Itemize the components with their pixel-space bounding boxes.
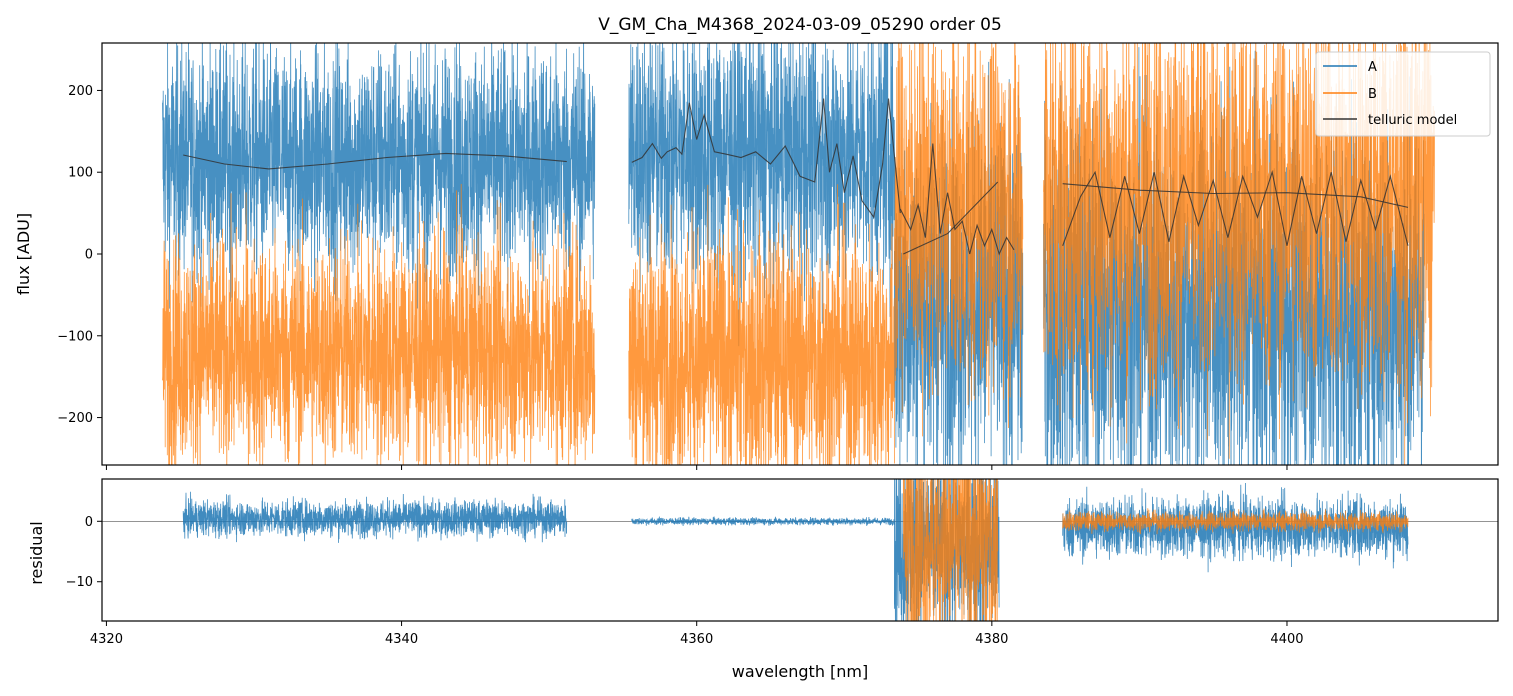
bottom-x-tick-label: 4340 [385, 632, 418, 647]
bottom-y-tick-label: −10 [66, 575, 93, 590]
legend-box [1315, 51, 1491, 137]
top-y-tick-label: 100 [68, 166, 93, 181]
series-a-segment [628, 43, 895, 347]
bottom-x-tick-label: 4320 [90, 632, 123, 647]
top-y-tick-label: 0 [85, 248, 93, 263]
top-y-tick-label: 200 [68, 84, 93, 99]
top-x-ticks [105, 465, 1288, 470]
residual-b-segment [1062, 508, 1409, 535]
residual-a-segment [182, 491, 568, 543]
residual-a-segment [631, 516, 895, 527]
legend: A B telluric model [1315, 51, 1491, 137]
legend-label-b: B [1368, 87, 1377, 102]
bottom-x-tick-label: 4380 [975, 632, 1008, 647]
bottom-axes-frame [101, 478, 1499, 622]
residual-a-segment [1062, 482, 1409, 573]
bottom-x-tick-label: 4360 [680, 632, 713, 647]
telluric-model-line [183, 152, 567, 170]
legend-label-a: A [1368, 60, 1377, 75]
series-b-segment [1043, 43, 1435, 465]
telluric-model-line [903, 181, 999, 255]
telluric-model-line [1062, 170, 1409, 246]
telluric-model-line [631, 98, 901, 219]
top-y-tick-label: −200 [57, 411, 93, 426]
x-axis-label: wavelength [nm] [732, 662, 869, 681]
bottom-y-ticks: −10 0 [66, 515, 102, 590]
top-y-axis-label: flux [ADU] [14, 213, 33, 295]
bottom-plot-area [102, 479, 1498, 621]
telluric-model-line [899, 143, 1015, 256]
bottom-y-axis-label: residual [27, 521, 46, 584]
series-a-segment [162, 43, 596, 313]
top-plot-area [162, 43, 1435, 465]
top-panel: −200 −100 0 100 200 flux [ADU] A B telluric … [14, 42, 1499, 470]
series-b-segment [162, 183, 596, 465]
top-y-ticks: −200 −100 0 100 200 [57, 84, 102, 426]
telluric-model-line [1062, 183, 1409, 208]
residual-b-segment [902, 479, 999, 621]
legend-label-telluric: telluric model [1368, 113, 1457, 128]
bottom-x-ticks: 4320 4340 4360 4380 4400 [90, 621, 1304, 647]
bottom-x-tick-label: 4400 [1270, 632, 1303, 647]
bottom-panel: −10 0 4320 4340 4360 4380 4400 residual wavel… [27, 478, 1499, 681]
series-b-segment [628, 184, 895, 465]
bottom-y-tick-label: 0 [85, 515, 93, 530]
top-y-tick-label: −100 [57, 329, 93, 344]
series-b-segment [894, 43, 1024, 437]
chart-title: V_GM_Cha_M4368_2024-03-09_05290 order 05 [598, 15, 1002, 35]
